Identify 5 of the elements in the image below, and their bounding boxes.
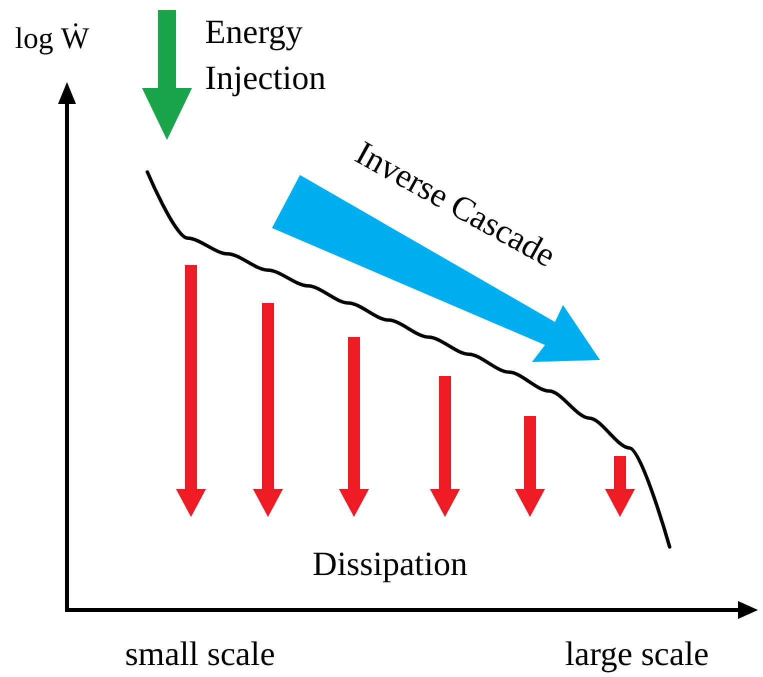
text: large scale bbox=[565, 636, 709, 674]
y-axis-title: log Ẇ bbox=[15, 22, 90, 56]
text: small scale bbox=[124, 636, 276, 674]
text: Energy Injection bbox=[205, 13, 327, 99]
annotation: Dissipation bbox=[312, 546, 468, 584]
